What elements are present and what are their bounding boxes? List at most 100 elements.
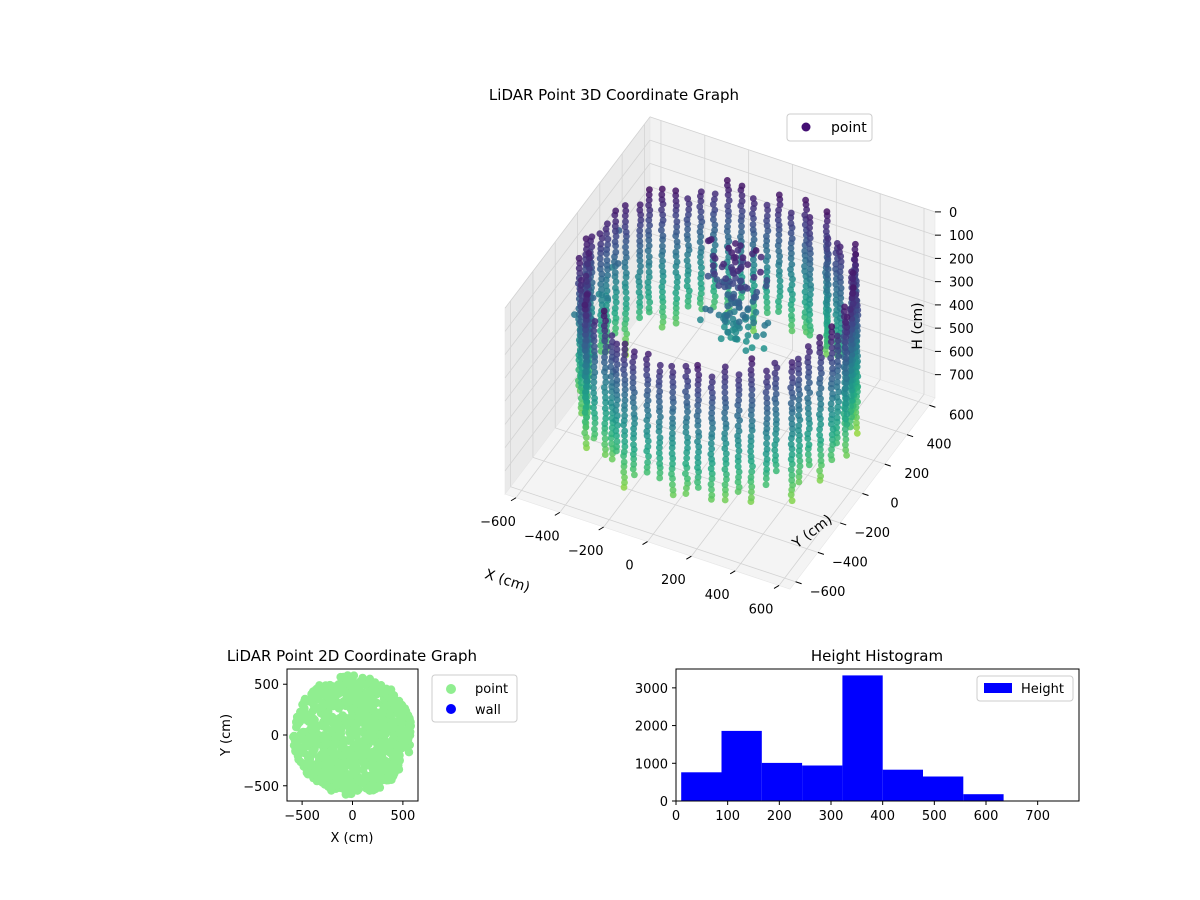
chart2d-point bbox=[334, 700, 343, 709]
chart2d-legend-marker-wall bbox=[446, 704, 456, 714]
chart3d-point bbox=[669, 481, 676, 488]
chart3d-point bbox=[669, 491, 677, 499]
chart3d-point bbox=[824, 281, 832, 289]
chart3d-point bbox=[776, 277, 784, 285]
chart3d-point bbox=[682, 460, 690, 468]
chart3d-point bbox=[601, 451, 609, 458]
chart3d-point bbox=[787, 229, 795, 237]
chart3d-point bbox=[724, 191, 732, 199]
hist-bar bbox=[882, 769, 923, 801]
chart3d-point bbox=[709, 200, 717, 208]
chart3d-point bbox=[683, 454, 691, 462]
chart3d-point bbox=[747, 433, 755, 440]
chart2d-point bbox=[371, 746, 380, 755]
chart3d-point bbox=[697, 213, 705, 221]
chart3d-point bbox=[581, 342, 589, 349]
chart2d-point bbox=[381, 701, 391, 710]
hist-x-tick-label: 0 bbox=[672, 809, 680, 824]
chart3d-point bbox=[817, 451, 825, 459]
chart3d-point bbox=[842, 430, 849, 438]
chart3d-point bbox=[853, 419, 860, 427]
chart3d-point bbox=[621, 346, 629, 353]
chart2d-point bbox=[289, 731, 299, 741]
chart2d-point bbox=[367, 728, 376, 737]
chart3d-point bbox=[776, 267, 783, 275]
chart3d-point bbox=[805, 363, 813, 371]
chart3d-point bbox=[841, 425, 849, 433]
chart3d-point bbox=[817, 457, 825, 465]
chart3d-point bbox=[806, 348, 813, 356]
chart3d-point bbox=[806, 255, 814, 263]
chart3d-point bbox=[613, 387, 620, 394]
chart3d-point bbox=[776, 201, 784, 209]
chart3d-point bbox=[643, 355, 650, 363]
chart3d-point bbox=[817, 446, 824, 453]
chart3d-point bbox=[697, 280, 705, 287]
chart3d-point bbox=[788, 322, 795, 329]
chart3d-point bbox=[588, 233, 596, 241]
chart3d-point bbox=[775, 191, 783, 199]
chart3d-point bbox=[582, 388, 590, 396]
chart2d-point bbox=[293, 714, 302, 723]
chart3d-point bbox=[596, 255, 604, 262]
chart3d-point bbox=[795, 365, 802, 373]
chart3d-point bbox=[596, 230, 604, 238]
chart3d-point bbox=[804, 405, 812, 412]
chart3d-y-tick-mark bbox=[817, 551, 825, 555]
chart3d-point bbox=[735, 376, 743, 384]
chart3d-point bbox=[645, 227, 652, 235]
chart3d-point bbox=[807, 281, 814, 289]
chart3d-point bbox=[694, 459, 702, 466]
chart2d-point bbox=[308, 735, 317, 744]
chart2d-point bbox=[352, 751, 361, 760]
chart3d-point bbox=[583, 291, 591, 299]
chart3d-point bbox=[612, 298, 620, 306]
chart3d-point bbox=[711, 190, 719, 198]
chart2d-point bbox=[323, 692, 332, 701]
chart3d-point bbox=[795, 412, 802, 420]
chart3d-gridline bbox=[644, 309, 930, 406]
chart3d-y-tick-mark bbox=[795, 581, 802, 585]
chart2d-point bbox=[376, 738, 385, 747]
chart3d-y-tick-mark bbox=[862, 493, 869, 496]
chart3d-point bbox=[636, 247, 644, 255]
chart2d-point bbox=[375, 762, 384, 772]
chart3d-point bbox=[600, 322, 608, 330]
chart3d-point bbox=[636, 299, 643, 306]
chart3d-point bbox=[734, 478, 742, 486]
chart3d-point bbox=[775, 231, 783, 239]
chart2d-point bbox=[355, 774, 364, 784]
chart3d-point bbox=[788, 359, 796, 366]
chart3d-point bbox=[834, 373, 842, 380]
chart3d-point bbox=[621, 391, 629, 399]
chart3d-point bbox=[684, 225, 691, 233]
chart3d-point bbox=[753, 332, 760, 340]
chart3d-y-tick-label: −400 bbox=[832, 555, 868, 570]
chart3d-point bbox=[763, 425, 771, 433]
chart3d-point bbox=[673, 295, 681, 302]
chart3d-point bbox=[656, 444, 663, 451]
chart3d-point bbox=[732, 329, 740, 336]
chart3d-point bbox=[805, 369, 813, 376]
chart3d-point bbox=[684, 297, 692, 305]
chart3d-point bbox=[788, 250, 795, 257]
chart3d-point bbox=[637, 216, 645, 224]
chart3d-point bbox=[742, 347, 750, 354]
chart3d-point bbox=[735, 468, 743, 476]
chart3d-point bbox=[629, 384, 637, 392]
chart3d-point bbox=[748, 494, 755, 502]
chart3d-point bbox=[748, 417, 756, 425]
chart2d-point bbox=[348, 704, 358, 713]
chart3d-point bbox=[771, 395, 779, 403]
chart3d-point bbox=[602, 394, 609, 402]
chart3d-point bbox=[828, 344, 836, 352]
chart2d-point bbox=[345, 695, 355, 705]
chart3d-point bbox=[829, 365, 836, 372]
chart3d-point bbox=[612, 366, 620, 374]
chart3d-x-tick-label: −400 bbox=[524, 529, 560, 544]
chart3d-point bbox=[824, 271, 831, 279]
chart3d-point bbox=[721, 496, 729, 504]
hist-y-ticks: 0 1000 2000 3000 bbox=[635, 682, 676, 810]
chart3d-point bbox=[816, 375, 824, 383]
chart3d-point bbox=[614, 396, 621, 404]
